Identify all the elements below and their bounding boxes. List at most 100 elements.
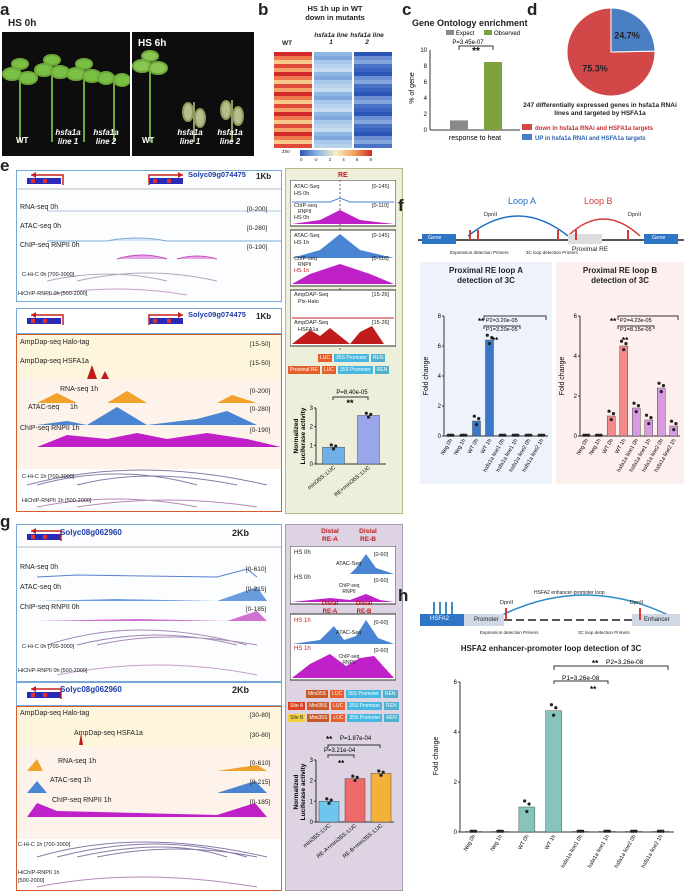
gene-label-g: Solyc08g062960	[60, 528, 122, 537]
y-axis-label: Normalized	[293, 418, 300, 453]
bar	[619, 345, 628, 437]
y-tick-label: 2	[454, 780, 458, 786]
heatmap-cell	[314, 80, 352, 84]
label-line1-a2: hsfa1a line 1	[177, 128, 203, 146]
zoom-label: ChIP-seq RNPII	[338, 654, 360, 666]
x-axis-label: response to heat	[449, 135, 501, 142]
track-label: ChIP-seq RNPII 1h	[52, 797, 112, 804]
construct-e-2: Proximal RE LUC 35S Promoter REN	[288, 366, 390, 374]
label-hs6: HS 6h	[138, 38, 167, 49]
y-tick-label: 6	[438, 344, 442, 350]
pie-legend: down in hsfa1a RNAi and HSFA1a targets U…	[522, 124, 653, 144]
heatmap-cell	[354, 76, 392, 80]
track-label: RNA-seq 0h	[20, 204, 59, 211]
data-point	[634, 829, 638, 833]
heatmap-cell	[314, 92, 352, 96]
significance-stars: **	[326, 735, 333, 744]
heatmap-cell	[354, 96, 392, 100]
data-point	[634, 410, 638, 414]
y-tick-label: 0	[310, 820, 314, 826]
data-point	[353, 778, 357, 783]
heatmap-cell	[354, 112, 392, 116]
p-value: P=3.45e-07	[452, 40, 484, 46]
data-point	[500, 433, 505, 437]
heatmap-cell	[314, 128, 352, 132]
genome-browser-g-top	[16, 524, 282, 682]
x-tick-label: Neg 1h	[453, 438, 467, 456]
data-point	[657, 381, 661, 385]
heatmap-cell	[314, 112, 352, 116]
data-point	[498, 433, 502, 437]
go-title: Gene Ontology enrichment	[412, 18, 528, 28]
legend-label: Observed	[494, 31, 520, 37]
zoom-sublabel: HSFA1a	[298, 327, 319, 333]
heatmap-cell	[274, 88, 312, 92]
data-point	[542, 433, 546, 437]
p-value: P=8.40e-05	[336, 390, 368, 396]
panel-label-a: a	[0, 0, 10, 19]
distal-b-label-2: Distal RE-B	[355, 601, 373, 615]
label-line1-a: hsfa1a line 1	[55, 128, 81, 146]
construct-e-1: LUC 35S Promoter REN	[318, 354, 386, 362]
track-range: [15-50]	[250, 341, 271, 348]
heatmap-title-line1: HS 1h up in WT	[307, 4, 363, 13]
site-box: Site A	[288, 702, 306, 710]
heatmap-title-line2: down in mutants	[305, 13, 365, 22]
data-point	[355, 775, 359, 779]
bar	[472, 420, 481, 437]
bar	[357, 415, 380, 465]
data-point	[513, 433, 518, 437]
data-point	[529, 433, 533, 437]
scale-tick: 6	[355, 157, 359, 162]
track-label: HiChIP-RNPII 0h [500-2000]	[18, 291, 88, 297]
heatmap-cell	[354, 136, 392, 140]
bar	[370, 773, 392, 823]
data-point	[503, 433, 507, 437]
heatmap-cell	[354, 64, 392, 68]
data-point	[451, 433, 455, 437]
y-tick-label: 8	[438, 314, 442, 320]
ren-box: REN	[374, 366, 390, 374]
heatmap-cell	[354, 104, 392, 108]
significance-stars: **	[478, 317, 485, 326]
construct-g-1: Mini35S LUC 35S Promoter REN	[306, 690, 398, 698]
y-tick-label: 0	[438, 434, 442, 440]
x-tick-label: WT 0h	[602, 438, 615, 455]
panel-label-f: f	[398, 196, 404, 215]
data-point	[611, 412, 616, 416]
data-point	[661, 384, 666, 388]
pie-value-label: 24.7%	[614, 31, 640, 41]
promoter-box: 35S Promoter	[334, 354, 369, 362]
track-range: [0-200]	[250, 388, 271, 395]
x-tick-label: WT 0h	[517, 834, 530, 851]
data-point	[526, 433, 531, 437]
heatmap-cell	[354, 92, 392, 96]
luc-box: LUC	[331, 714, 346, 722]
x-tick-label: RE+mini35S::LUC	[334, 465, 372, 498]
track-label: AmpDap-seq HSFA1a	[20, 358, 89, 365]
heatmap-cell	[274, 52, 312, 56]
scale-tick: 8	[369, 157, 372, 162]
data-point	[584, 433, 588, 437]
heatmap-cell	[314, 52, 352, 56]
construct-g-2: Site A Mini35S LUC 35S Promoter REN	[288, 702, 399, 710]
track-sublabel: 1h	[70, 404, 78, 411]
promoter-label: Promoter	[474, 617, 499, 623]
label-hs0: HS 0h	[8, 18, 37, 29]
track-label: ATAC-seq 1h	[50, 777, 91, 784]
significance-stars: **	[590, 685, 597, 694]
heatmap-cell	[354, 80, 392, 84]
heatmap-cell	[314, 120, 352, 124]
loop-diagram-h	[420, 594, 682, 626]
data-point	[498, 829, 502, 833]
heatmap-cell	[354, 52, 392, 56]
y-tick-label: 8	[424, 64, 428, 70]
zoom-range: [0-60]	[374, 578, 389, 584]
data-point	[578, 829, 582, 833]
y-axis-label-2: Luciferase activity	[300, 407, 307, 464]
y-tick-label: 0	[574, 434, 578, 440]
zoom-state-label: HS 0h	[294, 550, 311, 556]
data-point	[632, 401, 636, 405]
loop-a-title-line1: Proximal RE loop A	[449, 266, 523, 275]
